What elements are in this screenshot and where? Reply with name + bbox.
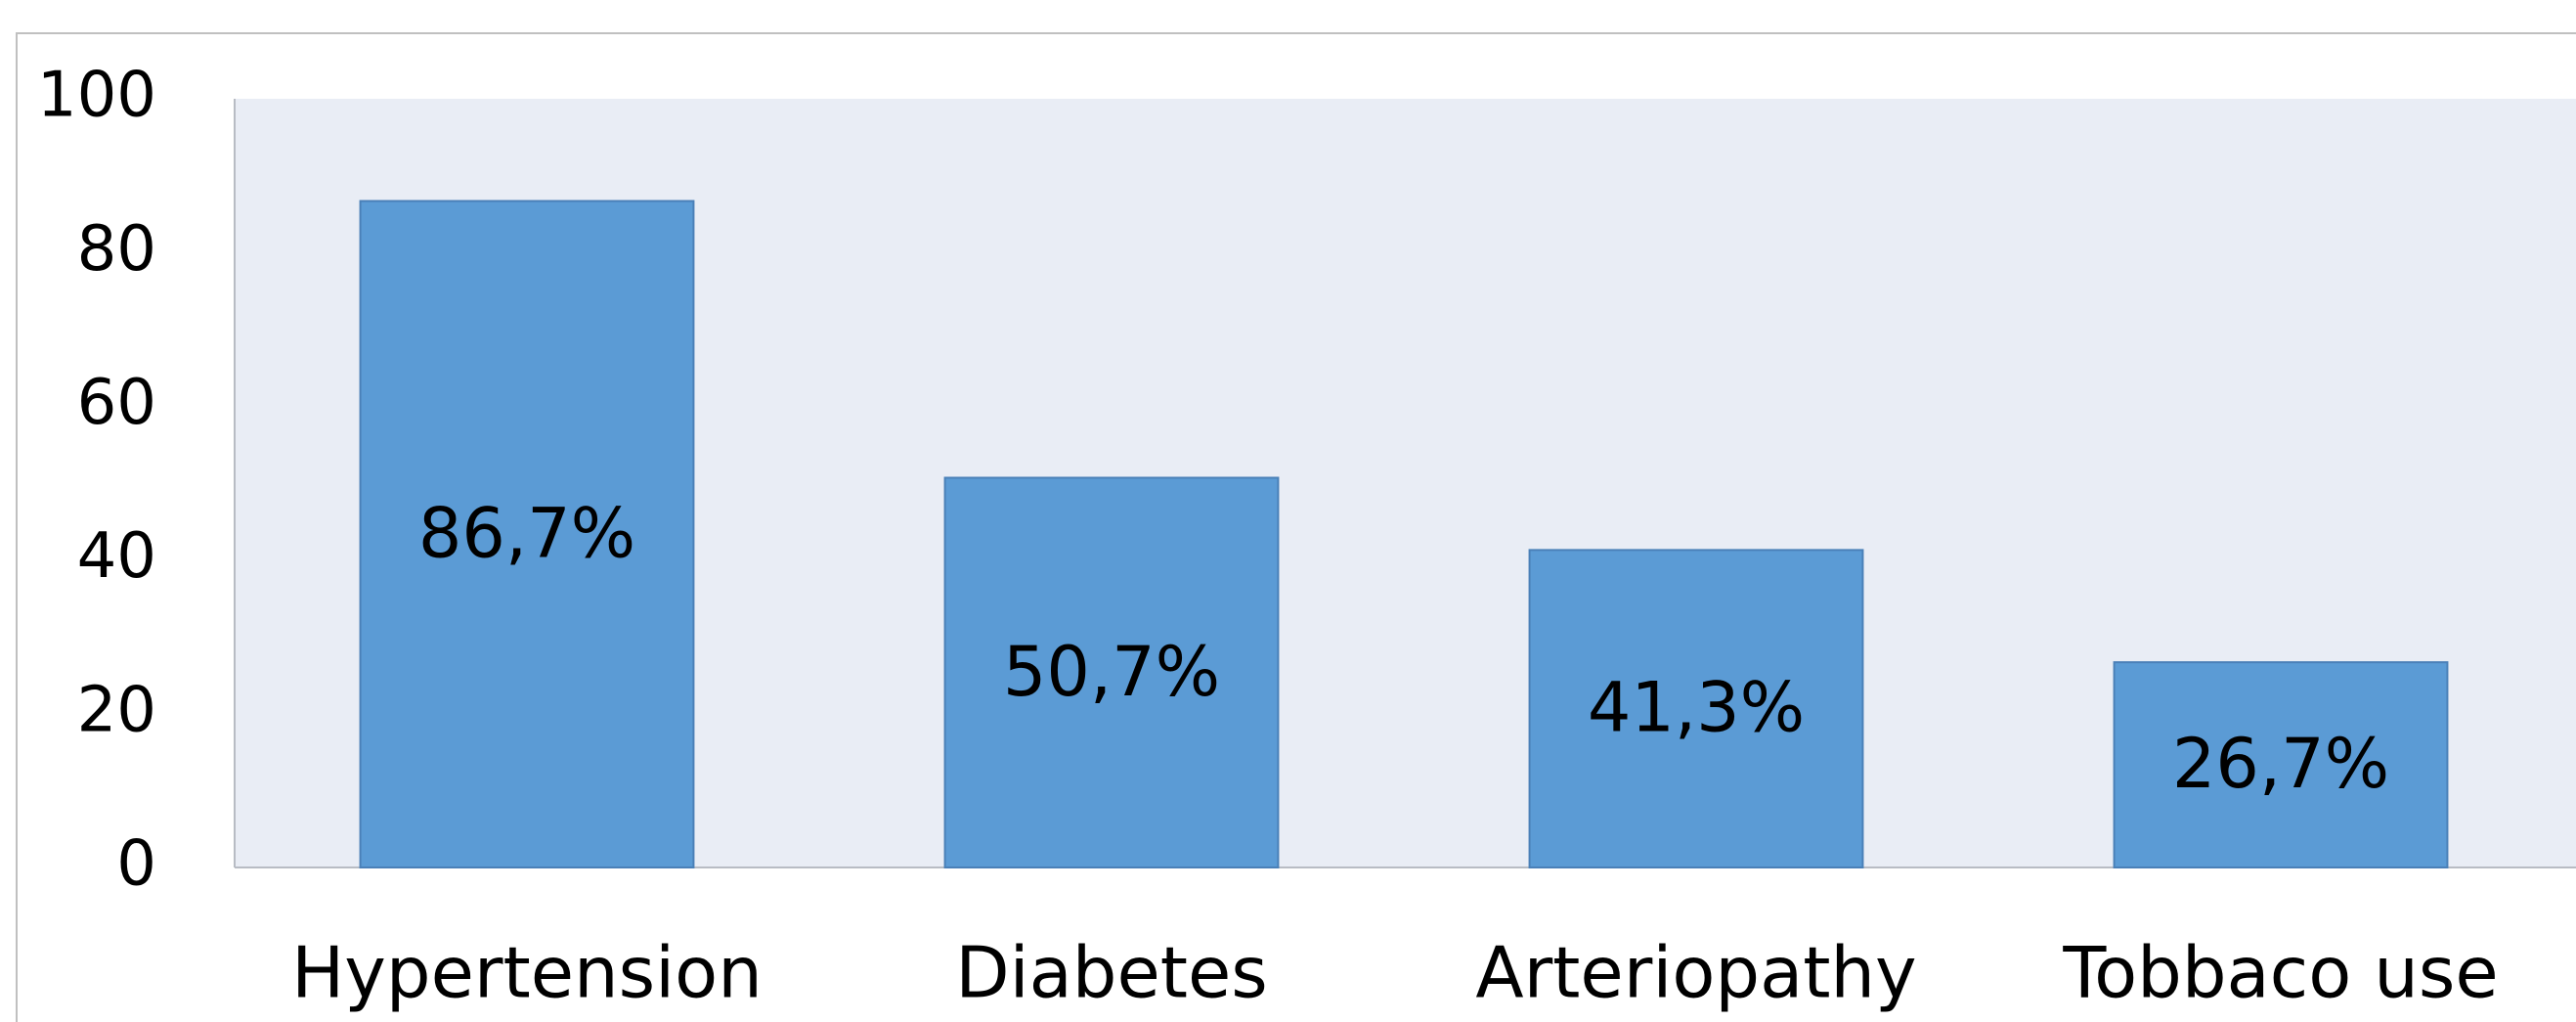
y-tick-label: 20	[77, 674, 156, 746]
y-tick-label: 100	[37, 60, 156, 132]
bar	[2113, 661, 2449, 868]
y-tick-label: 60	[77, 367, 156, 439]
x-tick-label: Arteriopathy	[1475, 932, 1916, 1014]
data-label: 86,7%	[418, 493, 635, 573]
x-tick-label: Hypertension	[291, 932, 763, 1014]
x-tick-label: Diabetes	[955, 932, 1268, 1014]
y-tick-label: 40	[77, 520, 156, 593]
bar	[943, 476, 1280, 868]
y-tick-label: 80	[77, 213, 156, 286]
x-tick-label: Tobbaco use	[2062, 932, 2498, 1014]
data-label: 50,7%	[1003, 632, 1220, 712]
data-label: 41,3%	[1588, 668, 1805, 748]
data-label: 26,7%	[2172, 724, 2389, 804]
y-tick-label: 0	[116, 828, 156, 901]
bar	[359, 200, 695, 868]
bar	[1528, 549, 1864, 869]
